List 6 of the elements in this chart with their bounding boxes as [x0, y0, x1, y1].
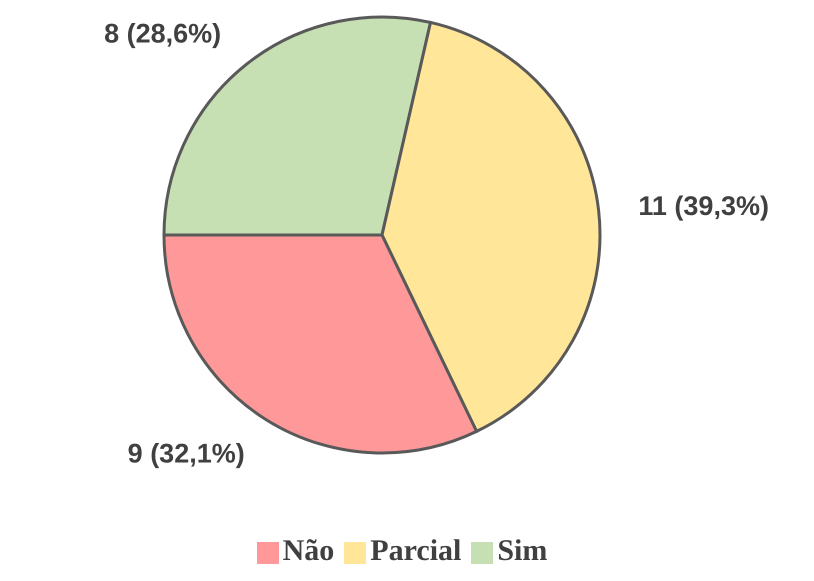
data-label: 11 (39,3%): [638, 191, 769, 222]
data-label: 9 (32,1%): [128, 438, 245, 468]
legend-label: Não: [282, 534, 334, 567]
legend-label: Sim: [497, 534, 548, 567]
data-label: 8 (28,6%): [104, 18, 222, 48]
legend-label: Parcial: [370, 534, 462, 567]
